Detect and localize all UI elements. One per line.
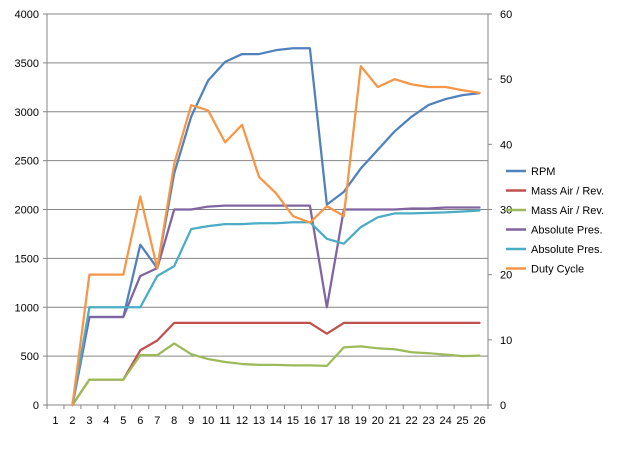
x-tick-label: 25 [456, 415, 468, 427]
x-tick-label: 11 [219, 415, 230, 427]
x-tick-label: 2 [69, 415, 75, 427]
x-tick-label: 15 [287, 415, 299, 427]
x-tick-label: 23 [423, 415, 435, 427]
x-tick-label: 7 [154, 415, 160, 427]
y-right-tick-label: 20 [500, 270, 512, 282]
x-tick-label: 12 [236, 415, 248, 427]
x-tick-label: 18 [338, 415, 350, 427]
x-tick-label: 6 [137, 415, 143, 427]
x-tick-label: 5 [120, 415, 126, 427]
y-left-tick-label: 2500 [15, 156, 39, 168]
y-left-tick-label: 500 [21, 351, 39, 363]
series-line [71, 65, 481, 407]
series-layer [71, 47, 481, 407]
x-tick-label: 26 [473, 415, 485, 427]
x-tick-label: 14 [270, 415, 282, 427]
legend-label: Mass Air / Rev. [531, 186, 604, 198]
x-tick-label: 22 [406, 415, 418, 427]
series-line [71, 321, 481, 407]
y-left-tick-label: 2000 [15, 205, 39, 217]
y-left-tick-label: 0 [33, 400, 39, 412]
axis-layer: 0500100015002000250030003500400001020304… [15, 9, 513, 427]
legend-label: Duty Cycle [531, 264, 584, 276]
x-tick-label: 1 [52, 415, 58, 427]
series-line [71, 204, 481, 407]
y-left-tick-label: 1000 [15, 302, 39, 314]
y-left-tick-label: 1500 [15, 253, 39, 265]
x-tick-label: 4 [103, 415, 109, 427]
series-line [71, 209, 481, 407]
x-tick-label: 9 [188, 415, 194, 427]
x-tick-label: 3 [86, 415, 92, 427]
x-tick-label: 24 [439, 415, 451, 427]
x-tick-label: 16 [304, 415, 316, 427]
y-left-tick-label: 3500 [15, 58, 39, 70]
legend-label: RPM [531, 166, 555, 178]
legend-label: Mass Air / Rev. [531, 205, 604, 217]
y-right-tick-label: 0 [500, 400, 506, 412]
y-left-tick-label: 3000 [15, 107, 39, 119]
y-right-tick-label: 50 [500, 74, 512, 86]
legend-layer: RPM Mass Air / Rev. Mass Air / Rev. Absolut… [506, 166, 604, 276]
x-tick-label: 19 [355, 415, 367, 427]
y-left-tick-label: 4000 [15, 9, 39, 21]
x-tick-label: 10 [202, 415, 214, 427]
legend-label: Absolute Pres. [531, 225, 603, 237]
series-line [71, 47, 481, 407]
x-tick-label: 20 [372, 415, 384, 427]
x-tick-label: 13 [253, 415, 265, 427]
y-right-tick-label: 40 [500, 139, 512, 151]
y-right-tick-label: 60 [500, 9, 512, 21]
x-tick-label: 21 [389, 415, 401, 427]
legend-label: Absolute Pres. [531, 244, 603, 256]
y-right-tick-label: 10 [500, 335, 512, 347]
series-line [71, 342, 481, 407]
x-tick-label: 8 [171, 415, 177, 427]
x-tick-label: 17 [321, 415, 333, 427]
